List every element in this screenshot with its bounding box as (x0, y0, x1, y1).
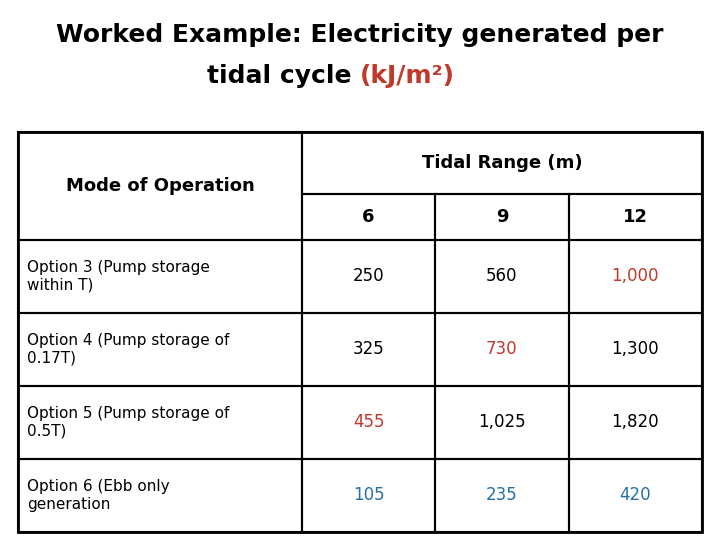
Text: Tidal Range (m): Tidal Range (m) (422, 154, 582, 172)
Text: Worked Example: Electricity generated per: Worked Example: Electricity generated pe… (56, 23, 664, 47)
Text: 6: 6 (362, 208, 375, 226)
Text: 325: 325 (353, 340, 384, 359)
Text: 455: 455 (353, 414, 384, 431)
Text: 235: 235 (486, 487, 518, 504)
Text: Mode of Operation: Mode of Operation (66, 177, 254, 195)
Text: 1,000: 1,000 (611, 267, 659, 286)
Text: tidal cycle: tidal cycle (207, 64, 360, 87)
Text: 560: 560 (486, 267, 518, 286)
Text: 105: 105 (353, 487, 384, 504)
Text: 9: 9 (495, 208, 508, 226)
Text: Option 3 (Pump storage
within T): Option 3 (Pump storage within T) (27, 260, 210, 293)
Text: 1,300: 1,300 (611, 340, 659, 359)
Text: 420: 420 (619, 487, 651, 504)
Text: 1,025: 1,025 (478, 414, 526, 431)
Text: Option 6 (Ebb only
generation: Option 6 (Ebb only generation (27, 479, 169, 511)
Text: 12: 12 (623, 208, 648, 226)
Text: Option 5 (Pump storage of
0.5T): Option 5 (Pump storage of 0.5T) (27, 406, 229, 438)
Text: 730: 730 (486, 340, 518, 359)
Text: 1,820: 1,820 (611, 414, 659, 431)
Text: Option 4 (Pump storage of
0.17T): Option 4 (Pump storage of 0.17T) (27, 333, 229, 366)
Text: (kJ/m²): (kJ/m²) (360, 64, 455, 87)
Text: 250: 250 (353, 267, 384, 286)
